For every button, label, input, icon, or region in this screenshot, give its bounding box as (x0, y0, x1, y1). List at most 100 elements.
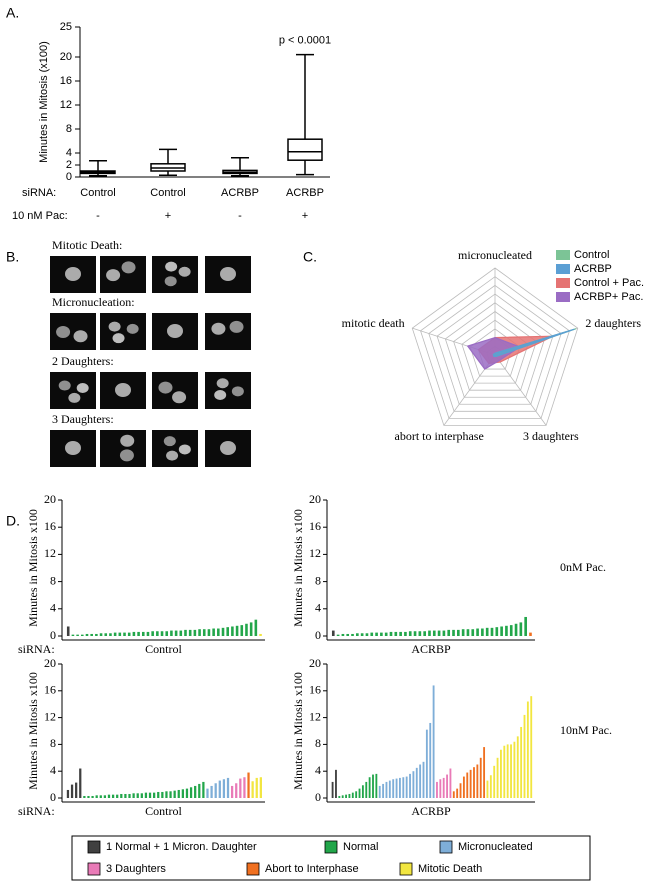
bar (529, 632, 532, 636)
nucleus (58, 380, 71, 391)
x-tick-label: Control (150, 187, 185, 199)
bar (483, 747, 486, 798)
treatment: - (96, 210, 100, 222)
bar (95, 795, 98, 798)
bar (389, 631, 393, 636)
bar (399, 777, 401, 798)
bar (382, 783, 385, 798)
y-tick-label: 16 (60, 75, 72, 87)
treatment: + (302, 210, 308, 222)
axis-label: 2 daughters (585, 316, 641, 330)
bar (179, 630, 183, 636)
bar (437, 630, 441, 636)
treatment: - (238, 210, 242, 222)
y-tick-label: 16 (309, 519, 321, 533)
bar (425, 729, 428, 798)
micrograph (100, 430, 146, 467)
bar (500, 626, 503, 636)
y-tick-label: 16 (44, 519, 56, 533)
row-label: 3 Daughters: (52, 412, 114, 426)
bar (510, 744, 512, 798)
legend-label: Control (574, 249, 609, 261)
nucleus (126, 323, 139, 334)
y-tick-label: 12 (309, 709, 321, 723)
y-tick-label: 16 (44, 683, 56, 697)
bar (442, 777, 445, 798)
bar (356, 633, 359, 636)
bar (372, 774, 374, 798)
bar (240, 625, 244, 636)
bar (520, 726, 523, 798)
box (287, 138, 323, 161)
bar (394, 631, 398, 636)
micrograph (50, 372, 96, 409)
annotation: p < 0.0001 (279, 35, 331, 47)
y-tick-label: 0 (66, 171, 72, 183)
bar (169, 791, 172, 798)
micrograph (205, 313, 251, 350)
nucleus (167, 324, 183, 338)
bar (170, 630, 173, 636)
legend-box (71, 835, 591, 881)
bar (124, 793, 127, 798)
bar (95, 633, 98, 636)
panel-label: B. (6, 249, 19, 265)
bar (462, 776, 465, 798)
y-tick-label: 12 (44, 709, 56, 723)
x-axis-label: Control (145, 804, 182, 818)
bar (217, 628, 220, 636)
bar (345, 794, 347, 798)
nucleus (220, 267, 236, 281)
bar (235, 783, 238, 798)
bar (165, 631, 169, 636)
nucleus (119, 449, 134, 462)
legend-swatch (439, 840, 453, 854)
grid-ring (420, 276, 570, 419)
y-tick-label: 4 (315, 601, 321, 615)
y-tick-label: 8 (66, 123, 72, 135)
bar (461, 629, 465, 636)
bar (368, 777, 371, 798)
bar (331, 630, 335, 636)
nucleus (73, 330, 88, 343)
bar (402, 777, 405, 798)
nucleus (112, 333, 125, 344)
bar (496, 757, 499, 798)
grid-ring (436, 293, 554, 405)
nucleus (56, 325, 71, 338)
bar (79, 768, 82, 798)
bar (457, 629, 460, 636)
grid-ring (428, 284, 562, 412)
bar (76, 634, 79, 636)
bar (341, 633, 345, 636)
bar (81, 634, 84, 636)
bar (157, 791, 160, 798)
bar (384, 632, 388, 636)
bar (218, 780, 221, 798)
bar (412, 771, 415, 798)
bar (413, 631, 417, 636)
nucleus (68, 392, 81, 403)
bar (259, 777, 262, 798)
x-tick-label: ACRBP (286, 187, 324, 199)
nucleus (166, 450, 179, 461)
bar (360, 633, 364, 636)
bar (423, 631, 426, 636)
bar (71, 634, 75, 636)
bar (141, 631, 145, 636)
bar (452, 791, 455, 798)
radar-area (466, 336, 522, 370)
y-tick-label: 12 (60, 99, 72, 111)
x-axis-label: ACRBP (411, 642, 451, 656)
nucleus (231, 386, 244, 397)
y-tick-label: 20 (309, 656, 321, 670)
bar (395, 778, 398, 798)
bar (177, 789, 180, 798)
legend-label: ACRBP+ Pac. (574, 291, 643, 303)
bar (128, 793, 131, 798)
x-axis-label: ACRBP (411, 804, 451, 818)
bar (123, 632, 126, 636)
y-tick-label: 20 (60, 51, 72, 63)
bar (161, 791, 164, 798)
panel-label: A. (6, 5, 19, 21)
